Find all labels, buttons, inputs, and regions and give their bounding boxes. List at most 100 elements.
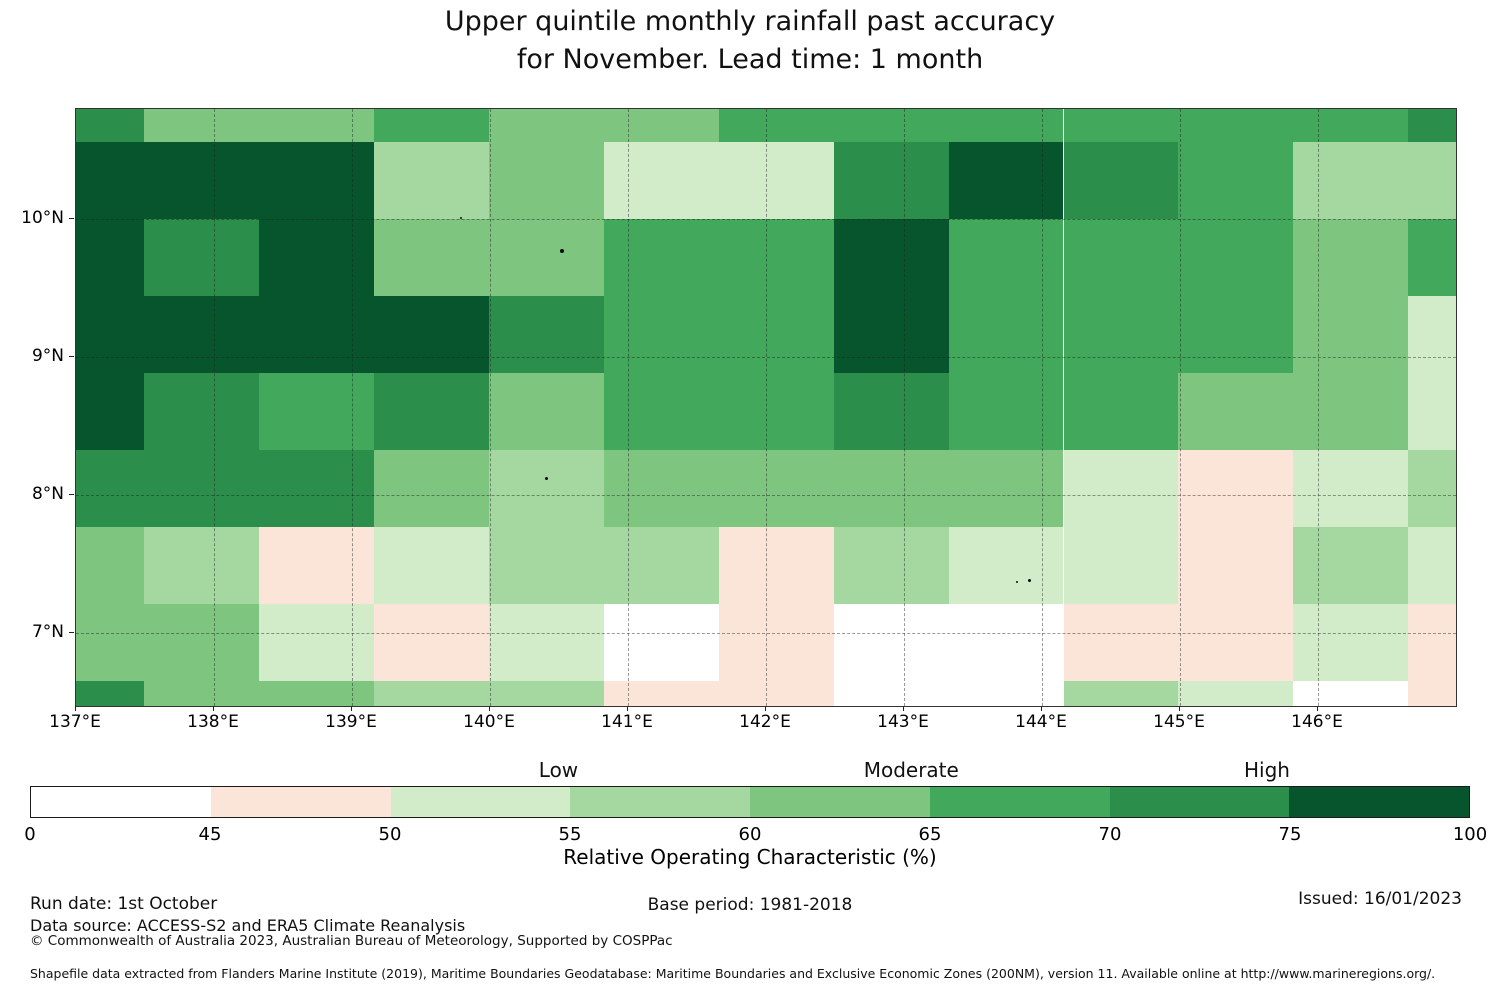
colorbar-segments <box>30 786 1470 818</box>
heatmap-cell <box>603 603 719 681</box>
heatmap-cell <box>948 219 1064 296</box>
heatmap-cell <box>488 450 604 527</box>
gridline-horizontal <box>76 219 1456 221</box>
y-axis-tick-label: 8°N <box>31 484 64 505</box>
heatmap-cell <box>258 295 374 373</box>
heatmap-cell <box>948 109 1064 142</box>
heatmap-cell <box>488 141 604 220</box>
heatmap-cell <box>1178 372 1294 450</box>
heatmap-cell <box>1293 603 1409 681</box>
heatmap-cell <box>488 603 604 681</box>
heatmap-cell <box>76 109 144 142</box>
heatmap-cell <box>373 219 489 296</box>
chart-title: Upper quintile monthly rainfall past acc… <box>0 3 1500 79</box>
heatmap-cell <box>1178 603 1294 681</box>
footer-data-source: Data source: ACCESS-S2 and ERA5 Climate … <box>30 916 466 935</box>
heatmap-cell <box>833 526 949 604</box>
colorbar-segment <box>1109 787 1290 817</box>
x-axis-tick <box>1317 706 1318 711</box>
heatmap-cell <box>373 603 489 681</box>
heatmap-cell <box>373 295 489 373</box>
heatmap-cell <box>76 295 144 373</box>
x-axis-tick-label: 143°E <box>877 712 929 732</box>
heatmap-cell <box>1063 681 1179 706</box>
island-dot <box>460 216 463 219</box>
heatmap-cell <box>718 681 834 706</box>
colorbar: Low Moderate High 0 45 50 55 60 65 70 75 100 <box>24 758 1487 845</box>
heatmap-cell <box>143 295 259 373</box>
gridline-vertical <box>904 109 905 706</box>
heatmap-cell <box>76 681 144 706</box>
y-axis-tick-label: 10°N <box>21 208 64 229</box>
heatmap-cell <box>1293 141 1409 220</box>
heatmap-cell <box>718 372 834 450</box>
heatmap-cell <box>258 526 374 604</box>
colorbar-tick-label: 70 <box>1098 824 1122 845</box>
colorbar-tick-label: 45 <box>198 824 222 845</box>
heatmap-cell <box>1063 141 1179 220</box>
heatmap-cell <box>258 450 374 527</box>
heatmap-cell <box>258 219 374 296</box>
heatmap-cell <box>373 372 489 450</box>
y-axis-tick <box>69 356 74 358</box>
heatmap-cell <box>833 219 949 296</box>
heatmap-cell <box>833 295 949 373</box>
heatmap-cell <box>488 681 604 706</box>
heatmap-cell <box>143 526 259 604</box>
y-axis-tick <box>69 632 74 634</box>
heatmap-cell <box>603 372 719 450</box>
heatmap-cell <box>1408 450 1456 527</box>
heatmap-cell <box>1293 219 1409 296</box>
heatmap-cell <box>948 526 1064 604</box>
colorbar-tick-label: 100 <box>1452 824 1488 845</box>
heatmap-cell <box>603 141 719 220</box>
heatmap-cell <box>833 141 949 220</box>
x-axis-tick <box>903 706 904 711</box>
colorbar-segment <box>1289 787 1469 817</box>
heatmap-cell <box>258 603 374 681</box>
heatmap-cell <box>833 450 949 527</box>
island-dot <box>1028 579 1032 583</box>
heatmap-cell <box>143 141 259 220</box>
heatmap-cell <box>76 219 144 296</box>
colorbar-tick-label: 55 <box>558 824 582 845</box>
footer-issued-date: Issued: 16/01/2023 <box>1298 889 1462 909</box>
heatmap-cell <box>76 526 144 604</box>
gridline-horizontal <box>76 633 1456 635</box>
x-axis-tick <box>489 706 490 711</box>
heatmap-cell <box>833 109 949 142</box>
heatmap-cell <box>373 526 489 604</box>
gridline-horizontal <box>76 495 1456 497</box>
y-axis-tick-label: 9°N <box>31 346 64 367</box>
heatmap-cell <box>948 141 1064 220</box>
heatmap-cell <box>718 603 834 681</box>
heatmap-cell <box>833 603 949 681</box>
heatmap-cell <box>1178 141 1294 220</box>
colorbar-axis-label: Relative Operating Characteristic (%) <box>563 845 937 869</box>
heatmap-cell <box>1063 603 1179 681</box>
x-axis-tick-label: 138°E <box>187 712 239 732</box>
colorbar-tick-label: 75 <box>1278 824 1302 845</box>
heatmap-cell <box>258 109 374 142</box>
x-axis-tick-label: 141°E <box>601 712 653 732</box>
heatmap-cell <box>948 372 1064 450</box>
heatmap-cell <box>373 681 489 706</box>
gridline-vertical <box>1042 109 1043 706</box>
x-axis-tick <box>75 706 76 711</box>
footer-run-date: Run date: 1st October <box>30 894 218 914</box>
gridline-vertical <box>214 109 215 706</box>
x-axis-tick <box>213 706 214 711</box>
heatmap-cell <box>718 450 834 527</box>
gridline-vertical <box>766 109 767 706</box>
colorbar-band-label-low: Low <box>538 758 579 782</box>
colorbar-segment <box>929 787 1110 817</box>
heatmap-cell <box>143 603 259 681</box>
heatmap-cell <box>833 372 949 450</box>
heatmap-cell <box>143 219 259 296</box>
heatmap-cell <box>603 295 719 373</box>
heatmap-cell <box>1178 681 1294 706</box>
heatmap-cell <box>1063 372 1179 450</box>
colorbar-tick-label: 50 <box>378 824 402 845</box>
footer-shapefile-note: Shapefile data extracted from Flanders M… <box>30 966 1436 981</box>
footer-copyright: © Commonwealth of Australia 2023, Austra… <box>30 933 673 949</box>
